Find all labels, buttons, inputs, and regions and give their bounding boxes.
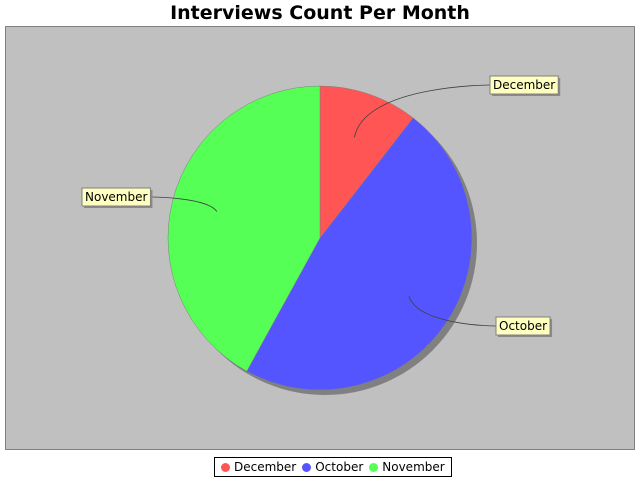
- pie-slice-december: [319, 85, 414, 239]
- legend-item-october: October: [302, 460, 363, 474]
- slice-label-box-december: [489, 75, 559, 95]
- chart-title: Interviews Count Per Month: [170, 2, 470, 24]
- legend-item-november: November: [369, 460, 445, 474]
- slice-label-december: December: [493, 78, 555, 92]
- slice-label-october: October: [499, 319, 547, 333]
- pie-slice-november: [167, 85, 321, 372]
- slice-label-november: November: [85, 190, 147, 204]
- legend-label-november: November: [382, 460, 445, 474]
- legend-swatch-november: [369, 462, 379, 472]
- slice-label-box-november: [81, 187, 151, 207]
- legend-swatch-october: [302, 462, 312, 472]
- legend: December October November: [214, 457, 452, 477]
- pie-slice-october: [246, 117, 473, 391]
- legend-label-december: December: [234, 460, 297, 474]
- slice-label-box-october: [495, 316, 551, 336]
- legend-item-december: December: [221, 460, 296, 474]
- legend-swatch-december: [221, 462, 230, 472]
- leader-line-october: [408, 296, 497, 327]
- legend-label-october: October: [315, 460, 364, 474]
